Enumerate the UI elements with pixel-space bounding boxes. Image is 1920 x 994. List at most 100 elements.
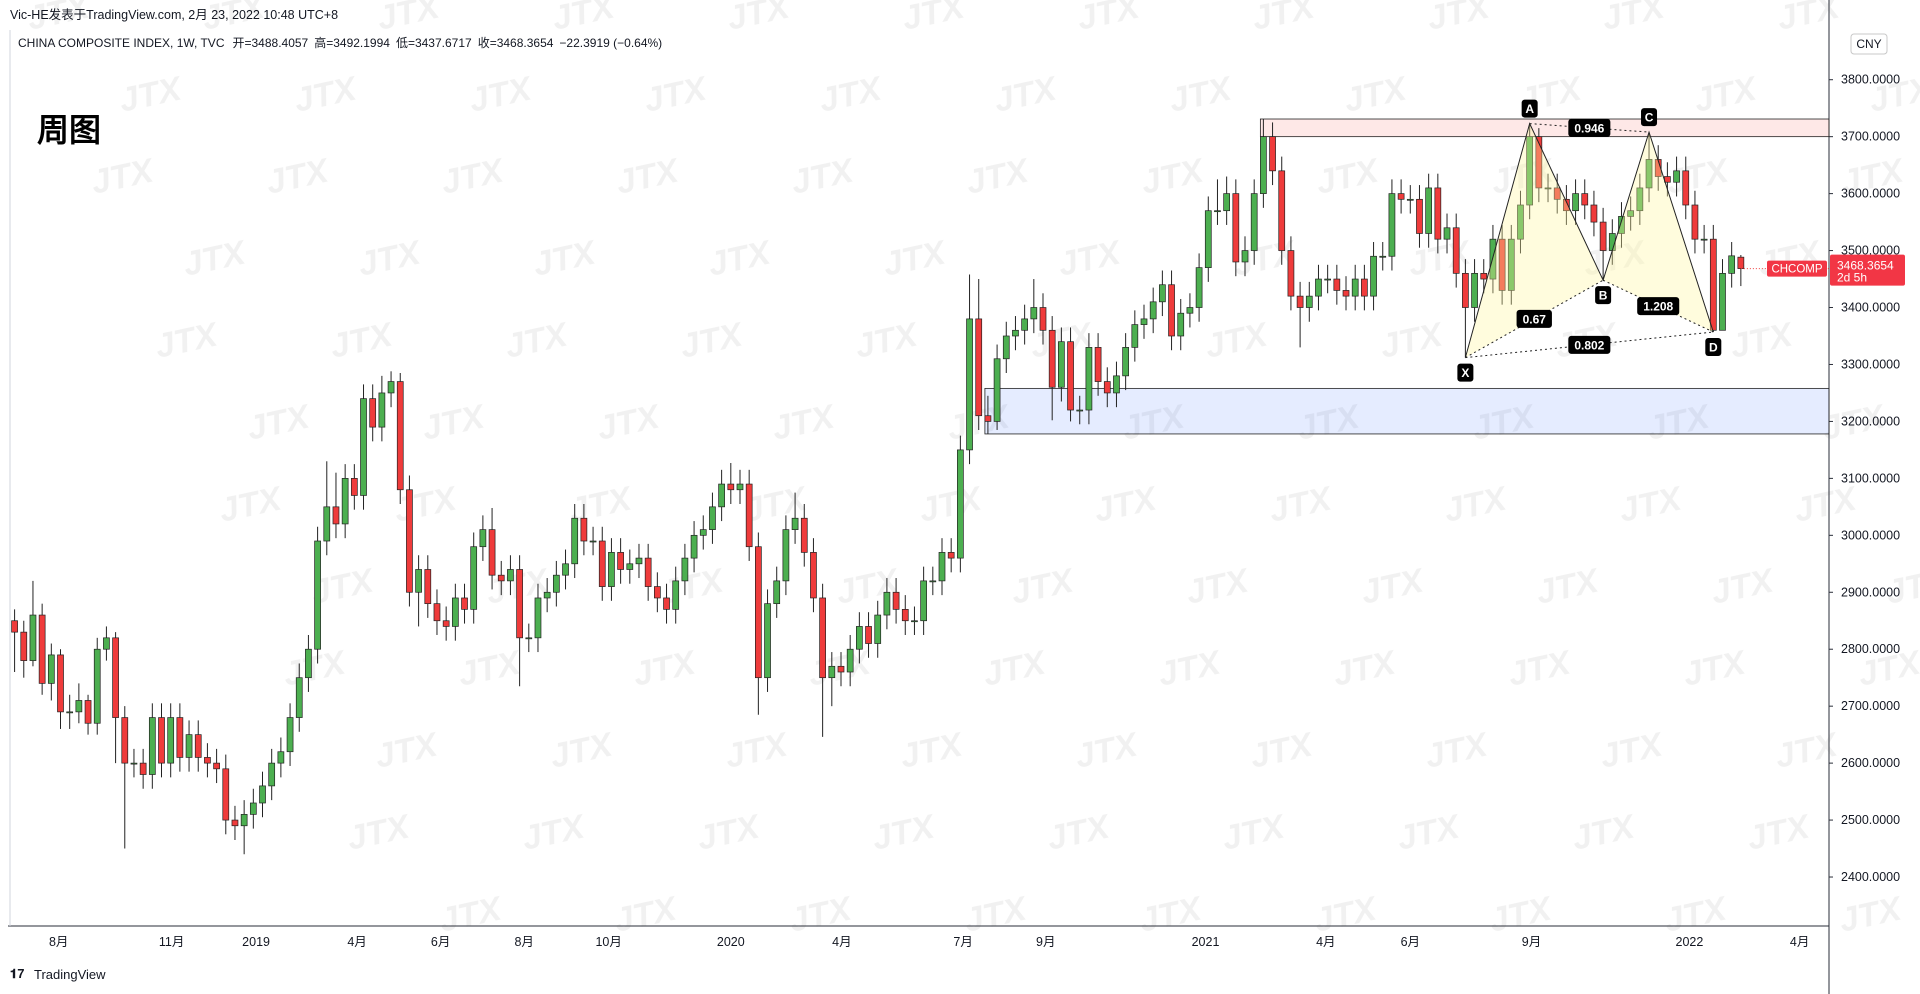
candle-body: [1563, 198, 1570, 212]
watermark: JTX: [899, 0, 970, 38]
watermark: JTX: [216, 479, 287, 530]
candle-body: [1544, 187, 1552, 190]
watermark: JTX: [180, 233, 251, 284]
watermark: JTX: [1183, 561, 1254, 612]
candle-body: [626, 563, 634, 570]
watermark: JTX: [1358, 561, 1429, 612]
candle-body: [1553, 187, 1561, 200]
candle-body: [1214, 210, 1221, 213]
candle-body: [1406, 198, 1414, 201]
watermark: JTX: [436, 889, 507, 940]
candle-body: [1113, 375, 1120, 394]
candle-body: [11, 620, 18, 633]
x-tick-label: 11月: [159, 935, 184, 949]
x-tick-label: 4月: [1316, 935, 1335, 949]
watermark: JTX: [291, 69, 362, 120]
watermark: JTX: [1341, 69, 1412, 120]
watermark: JTX: [1727, 315, 1798, 366]
candle-body: [1425, 187, 1433, 234]
watermark: JTX: [519, 807, 590, 858]
watermark: JTX: [694, 807, 765, 858]
candle-body: [1535, 136, 1543, 189]
watermark: JTX: [1072, 725, 1143, 776]
candle-body: [1094, 347, 1102, 382]
candle-body: [20, 631, 28, 661]
point-box: [1705, 338, 1722, 357]
ratio-line: [1465, 279, 1604, 359]
x-tick-label: 2020: [717, 935, 745, 949]
candle-body: [433, 603, 441, 622]
watermark: JTX: [1138, 151, 1209, 202]
byline: Vic-HE发表于TradingView.com, 2月 23, 2022 10…: [10, 7, 338, 22]
candle-body: [1507, 238, 1515, 291]
watermark: JTX: [1377, 315, 1448, 366]
candle-body: [1085, 347, 1093, 411]
watermark: JTX: [1599, 0, 1670, 38]
candle-body: [800, 517, 808, 553]
watermark: JTX: [466, 69, 537, 120]
candle-body: [222, 768, 230, 821]
candle-body: [699, 529, 707, 536]
y-tick-label: 3100.0000: [1841, 471, 1900, 485]
watermark: JTX: [152, 315, 223, 366]
y-tick-label: 3700.0000: [1841, 130, 1900, 144]
candle-body: [525, 637, 533, 640]
candle-body: [1452, 227, 1460, 274]
candle-body: [75, 700, 83, 713]
candle-body: [1305, 295, 1313, 308]
point-label: A: [1525, 102, 1534, 116]
zone: [984, 387, 1830, 435]
watermark: JTX: [419, 397, 490, 448]
candle-body: [1140, 318, 1148, 325]
symbol: CHINA COMPOSITE INDEX, 1W, TVC: [18, 36, 225, 50]
legend: CHINA COMPOSITE INDEX, 1W, TVC 开=3488.405…: [18, 35, 662, 50]
watermark: JTX: [530, 233, 601, 284]
candle-body: [231, 819, 239, 827]
candle-body: [1526, 136, 1534, 206]
candle-body: [1250, 193, 1258, 251]
zone: [1259, 118, 1830, 138]
candle-body: [488, 529, 496, 576]
candle-body: [672, 580, 680, 610]
legend-field: 高=3492.1994: [314, 35, 390, 50]
point-box: [1457, 363, 1474, 382]
watermark: JTX: [816, 69, 887, 120]
candle-body: [479, 529, 487, 548]
candle-body: [1709, 238, 1717, 331]
candle-body: [1673, 170, 1680, 183]
footer-logo: 𝟏7: [10, 966, 24, 981]
candle-body: [837, 665, 845, 673]
watermark: JTX: [980, 643, 1051, 694]
watermark: JTX: [1394, 807, 1465, 858]
watermark: JTX: [1311, 889, 1382, 940]
watermark: JTX: [705, 233, 776, 284]
x-tick-label: 6月: [431, 935, 450, 949]
watermark: JTX: [769, 397, 840, 448]
y-tick-label: 2700.0000: [1841, 699, 1900, 713]
ratio-label: 1.208: [1643, 300, 1673, 314]
candle-body: [167, 717, 175, 764]
candle-body: [589, 540, 597, 543]
watermark: JTX: [1691, 69, 1762, 120]
watermark: JTX: [244, 397, 315, 448]
candle-body: [451, 597, 459, 627]
candle-body: [185, 734, 193, 758]
candle-body: [1002, 335, 1010, 360]
candle-body: [507, 569, 514, 582]
watermark: JTX: [1044, 807, 1115, 858]
candle-body: [791, 517, 799, 530]
candle-body: [901, 609, 909, 622]
candle-body: [1278, 170, 1286, 251]
footer: TradingView: [34, 967, 106, 982]
watermark: JTX: [1661, 889, 1732, 940]
watermark: JTX: [869, 807, 940, 858]
ratio-line: [1465, 331, 1714, 359]
watermark: JTX: [116, 69, 187, 120]
candle-body: [350, 478, 358, 496]
candle-body: [1122, 347, 1129, 377]
candle-body: [709, 506, 716, 530]
candle-body: [975, 318, 983, 417]
candle-body: [580, 517, 588, 542]
candle-body: [277, 751, 285, 764]
